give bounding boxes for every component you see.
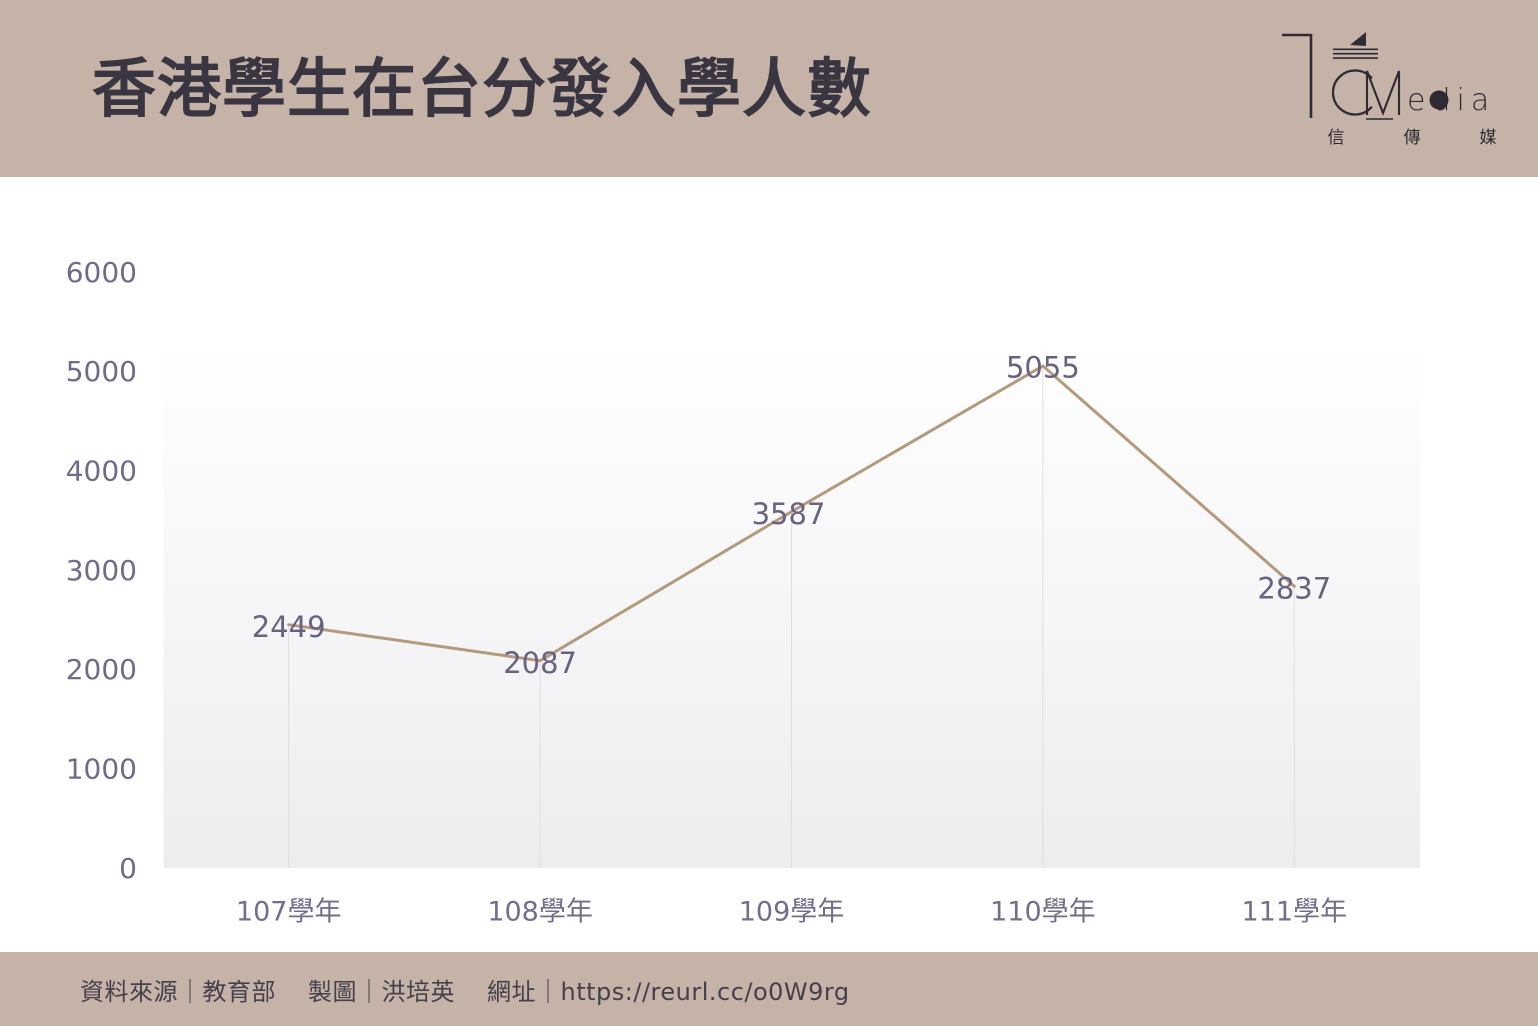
- y-axis: 6000 5000 4000 3000 2000 1000 0: [66, 256, 137, 885]
- x-tick-107: 107學年: [236, 896, 342, 927]
- x-tick-110: 110學年: [990, 896, 1096, 927]
- x-tick-109: 109學年: [739, 896, 845, 927]
- logo-cjk-char-2: 傳: [1404, 128, 1421, 148]
- data-label-2449: 2449: [252, 610, 326, 644]
- y-tick-6000: 6000: [66, 256, 137, 289]
- logo-d-dot-icon: [1429, 90, 1449, 110]
- logo-bracket-icon: [1282, 33, 1313, 118]
- x-tick-108: 108學年: [487, 896, 593, 927]
- logo-cjk-char-3: 媒: [1480, 128, 1497, 148]
- footer-band: 資料來源｜教育部 製圖｜洪培英 網址｜https://reurl.cc/o0W9…: [0, 952, 1538, 1026]
- logo-cjk-char-1: 信: [1328, 128, 1345, 148]
- logo-c-icon: [1331, 69, 1373, 116]
- y-tick-2000: 2000: [66, 653, 137, 686]
- drop-lines: [288, 365, 1295, 868]
- y-tick-0: 0: [119, 852, 137, 885]
- page-title: 香港學生在台分發入學人數: [92, 53, 872, 127]
- data-labels: 2449 2087 3587 5055 2837: [252, 351, 1331, 680]
- data-label-5055: 5055: [1006, 351, 1080, 385]
- data-label-3587: 3587: [752, 497, 826, 531]
- header-band: 香港學生在台分發入學人數 edia 信 傳 媒: [0, 0, 1538, 177]
- y-tick-4000: 4000: [66, 455, 137, 488]
- brand-logo: edia 信 傳 媒: [1282, 32, 1497, 148]
- footer-credit: 製圖｜洪培英: [308, 977, 455, 1006]
- footer-url: 網址｜https://reurl.cc/o0W9rg: [487, 977, 850, 1006]
- logo-brand-text: edia: [1407, 83, 1495, 118]
- y-tick-3000: 3000: [66, 554, 137, 587]
- x-tick-111: 111學年: [1242, 896, 1348, 927]
- logo-m-icon: [1365, 70, 1401, 116]
- x-axis: 107學年 108學年 109學年 110學年 111學年: [236, 896, 1347, 927]
- logo-speech-lines-icon: [1333, 48, 1378, 59]
- line-series: [287, 364, 1296, 663]
- y-tick-1000: 1000: [66, 753, 137, 786]
- data-label-2087: 2087: [503, 646, 577, 680]
- y-tick-5000: 5000: [66, 355, 137, 388]
- footer-source: 資料來源｜教育部: [80, 977, 276, 1006]
- data-label-2837: 2837: [1257, 571, 1331, 605]
- logo-flag-icon: [1350, 32, 1366, 46]
